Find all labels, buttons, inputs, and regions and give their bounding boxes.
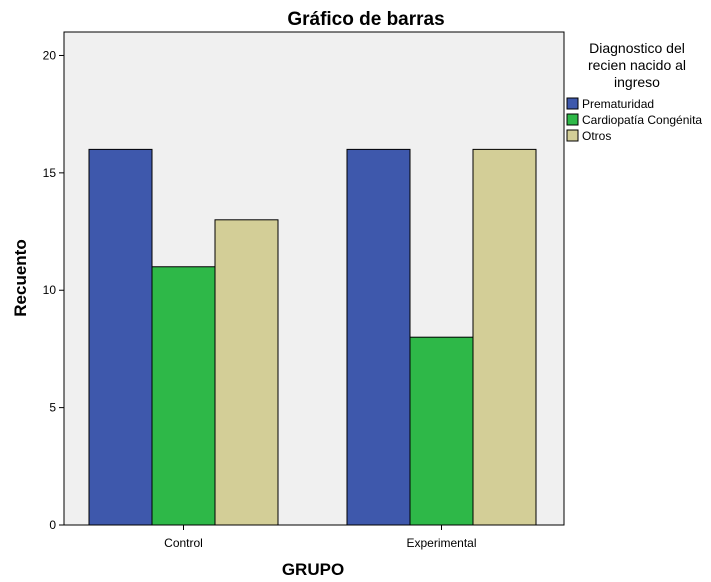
bar-experimental-2: [409, 336, 474, 526]
legend-label-1: Prematuridad: [582, 97, 654, 111]
x-tick-label-experimental: Experimental: [406, 536, 476, 550]
legend-title-line-1: Diagnostico del: [589, 40, 685, 56]
bar-control-1: [88, 148, 153, 526]
bars: [88, 148, 537, 526]
y-tick-label: 10: [43, 283, 57, 297]
x-axis: Control Experimental: [164, 525, 477, 550]
x-axis-title: GRUPO: [282, 560, 344, 579]
x-tick-label-control: Control: [164, 536, 203, 550]
legend-title-line-2: recien nacido al: [588, 57, 686, 73]
legend-title-line-3: ingreso: [614, 74, 660, 90]
legend-swatch-3: [566, 129, 579, 142]
legend: Diagnostico del recien nacido al ingreso…: [566, 40, 702, 143]
legend-label-3: Otros: [582, 129, 611, 143]
y-axis: 0 5 10 15 20: [43, 48, 64, 532]
chart-title: Gráfico de barras: [287, 9, 444, 30]
legend-swatch-2: [566, 113, 579, 126]
y-tick-label: 20: [43, 48, 57, 62]
legend-swatch-1: [566, 97, 579, 110]
bar-experimental-1: [346, 148, 411, 526]
y-tick-label: 0: [49, 518, 56, 532]
bar-experimental-3: [472, 148, 537, 526]
legend-label-2: Cardiopatía Congénita: [582, 113, 702, 127]
y-tick-label: 15: [43, 166, 57, 180]
y-axis-title: Recuento: [11, 239, 30, 316]
bar-control-3: [214, 219, 279, 526]
y-tick-label: 5: [49, 401, 56, 415]
bar-control-2: [151, 266, 216, 526]
